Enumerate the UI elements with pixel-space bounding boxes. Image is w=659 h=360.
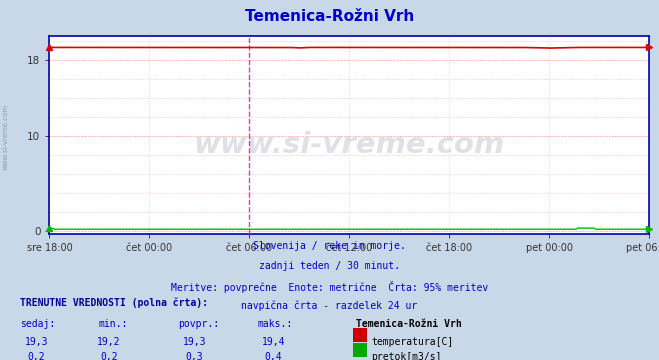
Text: 0,2: 0,2 [28, 352, 45, 360]
Text: sedaj:: sedaj: [20, 319, 55, 329]
Text: Slovenija / reke in morje.: Slovenija / reke in morje. [253, 241, 406, 251]
Text: 0,4: 0,4 [265, 352, 282, 360]
Text: Meritve: povprečne  Enote: metrične  Črta: 95% meritev: Meritve: povprečne Enote: metrične Črta:… [171, 281, 488, 293]
Text: 0,3: 0,3 [186, 352, 203, 360]
Text: 19,2: 19,2 [97, 337, 121, 347]
Text: 19,4: 19,4 [262, 337, 285, 347]
Text: pretok[m3/s]: pretok[m3/s] [371, 352, 442, 360]
Text: 0,2: 0,2 [100, 352, 117, 360]
Text: zadnji teden / 30 minut.: zadnji teden / 30 minut. [259, 261, 400, 271]
Text: maks.:: maks.: [257, 319, 292, 329]
Text: TRENUTNE VREDNOSTI (polna črta):: TRENUTNE VREDNOSTI (polna črta): [20, 297, 208, 307]
Text: temperatura[C]: temperatura[C] [371, 337, 453, 347]
Text: 19,3: 19,3 [183, 337, 206, 347]
Text: Temenica-Rožni Vrh: Temenica-Rožni Vrh [245, 9, 414, 24]
Text: povpr.:: povpr.: [178, 319, 219, 329]
Text: www.si-vreme.com: www.si-vreme.com [2, 104, 9, 170]
Text: navpična črta - razdelek 24 ur: navpična črta - razdelek 24 ur [241, 301, 418, 311]
Text: www.si-vreme.com: www.si-vreme.com [194, 131, 505, 159]
Text: 19,3: 19,3 [24, 337, 48, 347]
Text: Temenica-Rožni Vrh: Temenica-Rožni Vrh [356, 319, 461, 329]
Text: min.:: min.: [99, 319, 129, 329]
